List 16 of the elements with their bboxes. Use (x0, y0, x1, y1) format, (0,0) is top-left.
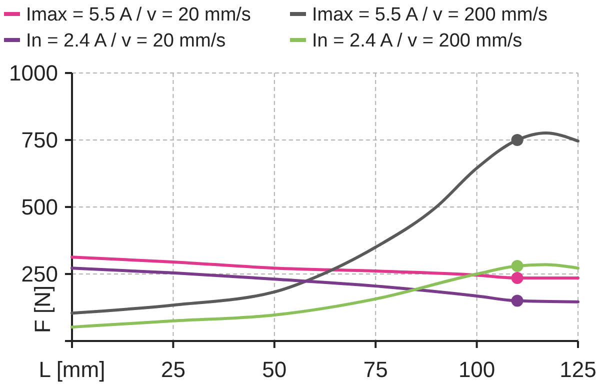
legend-label: Imax = 5.5 A / v = 200 mm/s (312, 4, 548, 26)
legend-label: Imax = 5.5 A / v = 20 mm/s (26, 4, 251, 26)
x-tick-label: 50 (262, 357, 287, 382)
y-tick-label: 750 (21, 128, 58, 153)
y-tick-label: 500 (21, 194, 58, 220)
y-tick-label: 250 (21, 262, 58, 287)
x-tick-label: L [mm] (38, 357, 106, 382)
legend-label: In = 2.4 A / v = 200 mm/s (312, 30, 522, 52)
legend-label: In = 2.4 A / v = 20 mm/s (26, 30, 226, 52)
line-series (70, 132, 580, 315)
x-tick-label: 125 (560, 357, 596, 382)
x-tick-label: 100 (458, 357, 496, 382)
x-tick-label: 25 (160, 357, 186, 382)
y-axis-title: F [N] (30, 285, 55, 333)
x-tick-label: 75 (363, 357, 388, 382)
y-tick-label: 1000 (9, 60, 58, 86)
